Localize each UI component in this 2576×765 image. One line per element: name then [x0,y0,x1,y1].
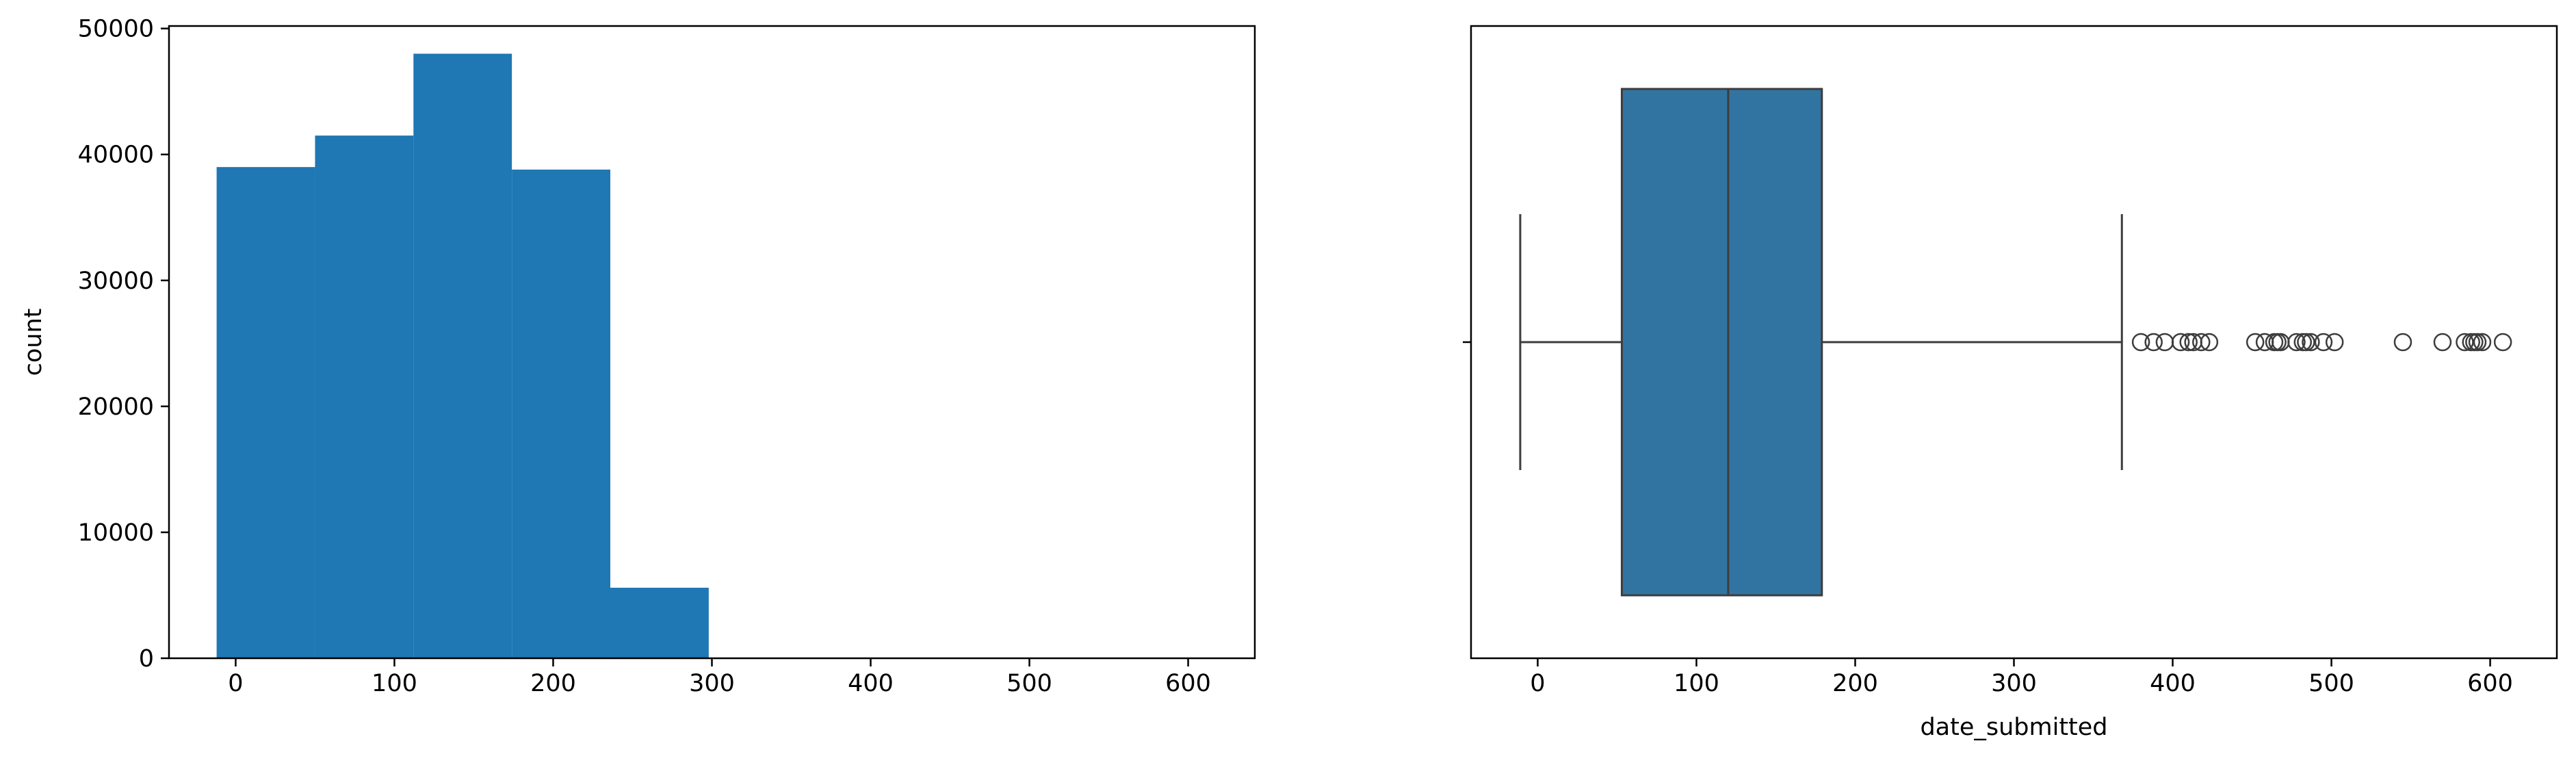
histogram-y-tick-label: 10000 [78,519,154,547]
histogram-bars [216,53,709,659]
interquartile-box [1620,88,1823,597]
boxplot-x-tick-label: 300 [1991,670,2037,697]
outlier-point [2433,333,2452,352]
boxplot-x-tick-label: 200 [1832,670,1878,697]
histogram-x-tick-label: 500 [1006,670,1052,697]
boxplot-marks [1519,88,2512,597]
boxplot-x-tick-label: 500 [2308,670,2354,697]
histogram-y-tick-label: 50000 [78,16,154,43]
outlier-point [2302,333,2320,352]
outlier-point [2246,333,2265,352]
outlier-point [2468,333,2487,352]
histogram-bar [610,587,709,658]
histogram-x-tick-label: 100 [372,670,417,697]
outlier-point [2179,333,2198,352]
outlier-point [2200,333,2219,352]
histogram-bar [512,169,611,659]
histogram-x-tick-label: 600 [1165,670,1211,697]
histogram-bar [315,135,414,659]
histogram-bar [216,167,315,659]
outlier-point [2393,333,2412,352]
histogram-y-tick-label: 0 [139,645,154,673]
outlier-point [2456,333,2474,352]
histogram-x-tick-label: 300 [689,670,735,697]
outlier-point [2297,333,2315,352]
histogram-x-tick-label: 0 [228,670,243,697]
boxplot-panel: 0 100 200 300 400 500 600 date_submitted [1463,25,2558,741]
histogram-x-tick-label: 400 [848,670,894,697]
outlier-point [2131,333,2150,352]
outlier-point [2473,333,2492,352]
histogram-y-tick-label: 40000 [78,142,154,169]
outlier-point [2192,333,2211,352]
histogram-x-ticks: 0 100 200 300 400 500 600 [228,658,1211,697]
boxplot-x-axis-label: date_submitted [1920,714,2107,741]
outlier-point [2155,333,2174,352]
boxplot-x-ticks: 0 100 200 300 400 500 600 [1530,658,2513,697]
histogram-bar [413,53,512,659]
outlier-point [2493,333,2512,352]
outlier-point [2144,333,2163,352]
outlier-point [2171,333,2190,352]
outlier-point [2314,333,2333,352]
histogram-panel: 0 100 200 300 400 500 600 0 10000 20000 30000 4000… [20,16,1256,697]
boxplot-x-tick-label: 100 [1674,670,1719,697]
outlier-point [2287,333,2306,352]
histogram-y-ticks: 0 10000 20000 30000 40000 50000 [78,16,169,673]
histogram-y-axis-label: count [20,309,47,376]
boxplot-x-tick-label: 600 [2467,670,2513,697]
histogram-y-tick-label: 30000 [78,268,154,295]
boxplot-x-tick-label: 0 [1530,670,1545,697]
outlier-point [2325,333,2344,352]
histogram-y-tick-label: 20000 [78,393,154,421]
boxplot-x-tick-label: 400 [2150,670,2196,697]
histogram-x-tick-label: 200 [530,670,576,697]
